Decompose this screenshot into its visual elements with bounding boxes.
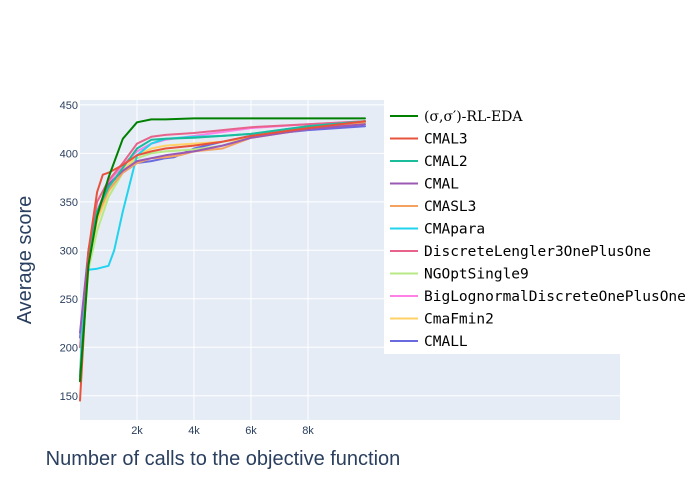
legend-item-10[interactable]: CMALL (390, 334, 468, 350)
x-tick-label: 6k (245, 425, 257, 437)
x-axis-ticks: 2k 4k 6k 8k (131, 425, 314, 437)
legend-label: CMAL (424, 177, 459, 193)
legend-item-8[interactable]: BigLognormalDiscreteOnePlusOne (390, 289, 686, 305)
y-tick-label: 150 (60, 391, 78, 403)
legend-item-6[interactable]: DiscreteLengler3OnePlusOne (390, 244, 651, 260)
series-line-2 (79, 120, 366, 378)
legend-label: CMAL2 (424, 154, 468, 170)
legend-label: (σ,σ′)-RL-EDA (424, 109, 523, 125)
legend-label: CMALL (424, 334, 468, 350)
legend-item-7[interactable]: NGOptSingle9 (390, 267, 529, 283)
legend-item-5[interactable]: CMApara (390, 222, 485, 238)
x-tick-label: 8k (302, 425, 314, 437)
x-tick-label: 4k (188, 425, 200, 437)
x-tick-label: 2k (131, 425, 143, 437)
legend-label: CMAL3 (424, 132, 468, 148)
y-tick-label: 250 (60, 294, 78, 306)
legend-item-2[interactable]: CMAL2 (390, 154, 468, 170)
y-tick-label: 400 (60, 148, 78, 160)
y-tick-label: 350 (60, 197, 78, 209)
legend-item-3[interactable]: CMAL (390, 177, 459, 193)
series-line-6 (79, 120, 366, 349)
legend-item-0[interactable]: (σ,σ′)-RL-EDA (390, 109, 523, 125)
x-axis-title: Number of calls to the objective functio… (46, 448, 401, 470)
legend-label: BigLognormalDiscreteOnePlusOne (424, 289, 686, 305)
legend[interactable]: (σ,σ′)-RL-EDA CMAL3 CMAL2 CMAL CMASL3 CMApara… (390, 109, 686, 350)
legend-item-9[interactable]: CmaFmin2 (390, 312, 494, 328)
legend-label: NGOptSingle9 (424, 267, 529, 283)
y-tick-label: 300 (60, 245, 78, 257)
legend-label: CMASL3 (424, 199, 476, 215)
y-tick-label: 450 (60, 100, 78, 112)
series-line-0 (79, 117, 366, 383)
legend-label: CmaFmin2 (424, 312, 494, 328)
y-axis-ticks: 150 200 250 300 350 400 450 (60, 100, 78, 403)
series-layer (79, 117, 366, 402)
y-axis-title: Average score (14, 196, 36, 325)
grid (80, 100, 620, 420)
legend-background (384, 100, 620, 354)
legend-item-1[interactable]: CMAL3 (390, 132, 468, 148)
legend-label: DiscreteLengler3OnePlusOne (424, 244, 651, 260)
y-tick-label: 200 (60, 342, 78, 354)
series-line-1 (79, 120, 366, 402)
legend-label: CMApara (424, 222, 485, 238)
legend-item-4[interactable]: CMASL3 (390, 199, 476, 215)
